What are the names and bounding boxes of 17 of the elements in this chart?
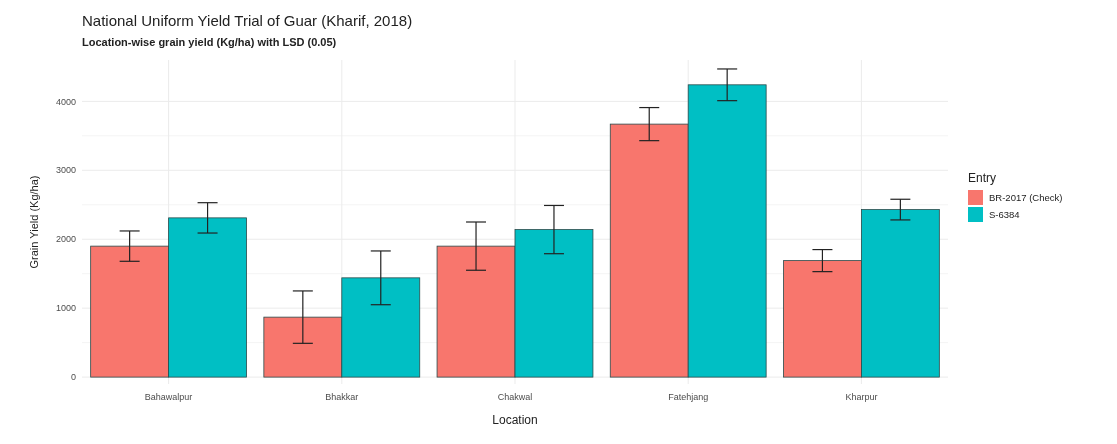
y-tick-label: 0 [70,372,76,383]
y-tick-label: 3000 [55,165,76,176]
chart-title: National Uniform Yield Trial of Guar (Kharif, 2018) [82,12,413,29]
x-tick-label: Fatehjang [668,392,709,402]
x-axis-title: Location [492,413,538,427]
legend-title: Entry [968,171,997,185]
y-tick-label: 2000 [55,234,76,245]
x-tick-label: Bahawalpur [144,392,193,402]
legend-label: S-6384 [989,209,1020,221]
legend-label: BR-2017 (Check) [989,192,1063,204]
y-tick-label: 1000 [55,303,76,314]
y-axis-title: Grain Yield (Kg/ha) [28,175,40,269]
chart-subtitle: Location-wise grain yield (Kg/ha) with LSD (0.05) [82,36,337,48]
x-tick-label: Kharpur [845,392,878,402]
x-tick-label: Chakwal [497,392,533,402]
y-tick-label: 4000 [55,96,76,107]
x-tick-label: Bhakkar [325,392,359,402]
